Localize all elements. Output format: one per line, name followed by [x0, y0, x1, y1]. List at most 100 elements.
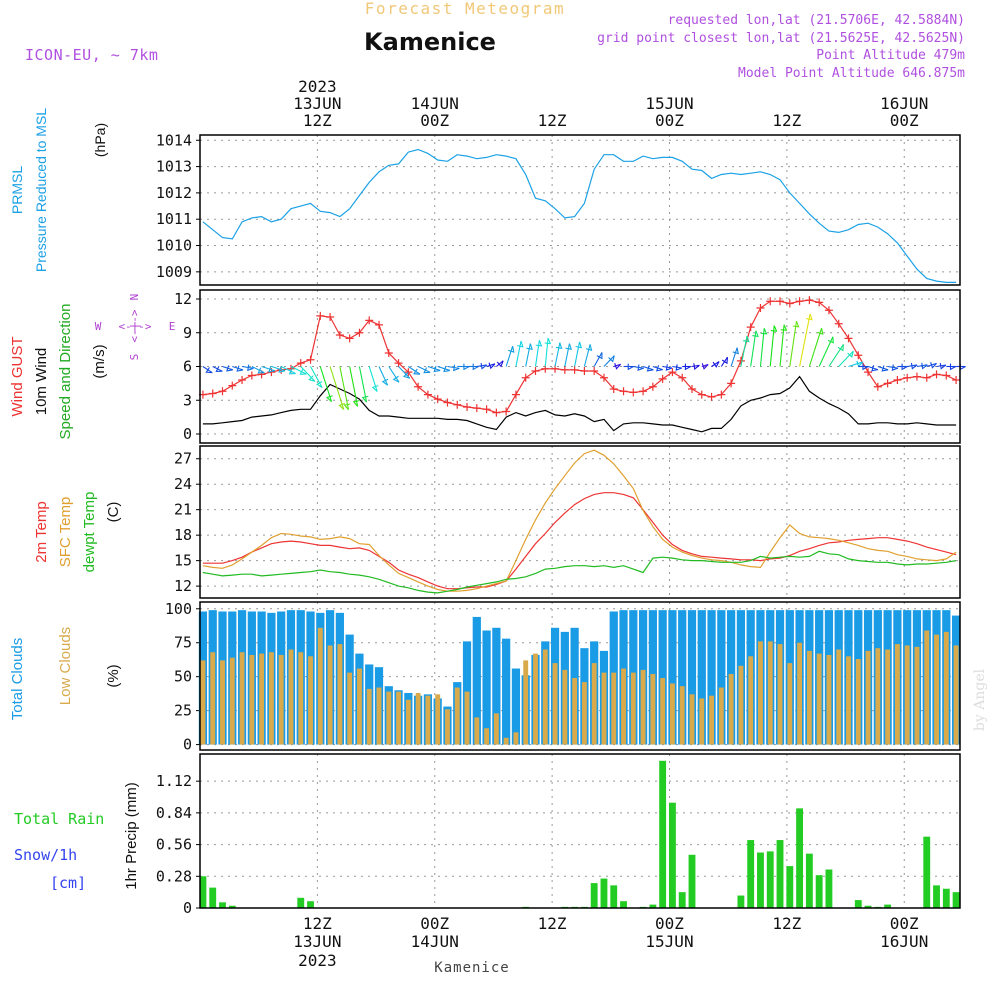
total-cloud-bar — [482, 630, 491, 745]
y-tick-label: 50 — [174, 668, 192, 686]
total-cloud-bar — [678, 610, 687, 745]
y-tick-label: 0.84 — [156, 804, 192, 822]
wind-line — [202, 375, 957, 433]
precip-label-snow: Snow/1h — [14, 846, 77, 864]
low-cloud-bar — [650, 673, 656, 745]
top-axis-hour: 12Z — [303, 111, 332, 130]
low-cloud-bar — [669, 683, 675, 745]
t2m-line — [202, 492, 957, 590]
gust-marker — [560, 365, 569, 374]
gust-marker — [942, 371, 951, 380]
y-tick-label: 1010 — [156, 237, 192, 255]
wind-direction-arrow — [848, 361, 863, 368]
wind-arrow-head — [827, 336, 834, 344]
precip-bar — [209, 887, 217, 908]
wind-arrow-head — [665, 364, 673, 371]
wind-arrow-head — [901, 363, 908, 371]
wind-arrow-head — [308, 375, 316, 382]
precip-bar — [796, 808, 804, 908]
wind-arrow-head — [526, 343, 533, 351]
wind-direction-arrow — [574, 341, 581, 367]
y-tick-label: 0.56 — [156, 836, 192, 854]
wind-arrow-head — [770, 325, 778, 332]
gust-marker — [952, 376, 961, 384]
y-tick-label: 1009 — [156, 263, 192, 281]
precip-bar — [757, 852, 764, 908]
gust-marker — [521, 373, 530, 382]
compass-s: S — [128, 354, 141, 361]
precip-bar — [678, 892, 686, 908]
bottom-axis-hour: 12Z — [303, 914, 332, 933]
gust-marker — [453, 400, 462, 409]
wind-direction-arrow — [437, 365, 451, 371]
y-tick-label: 18 — [174, 526, 192, 544]
gust-marker — [208, 389, 217, 398]
wind-direction-arrow — [789, 321, 798, 367]
gust-marker — [316, 311, 325, 320]
low-cloud-bar — [679, 686, 685, 745]
low-cloud-bar — [278, 654, 284, 745]
wind-arrow-head — [268, 366, 275, 373]
low-cloud-bar — [758, 641, 763, 745]
cloud-label-total: Total Clouds — [9, 638, 26, 721]
low-cloud-bar — [767, 641, 773, 745]
precip-bar — [669, 802, 676, 908]
precip-unit: 1hr Precip (mm) — [123, 782, 140, 890]
wind-direction-arrow — [691, 364, 700, 368]
wind-direction-arrow — [447, 365, 460, 369]
wind-direction-arrow — [251, 366, 265, 374]
wind-direction-arrow — [310, 366, 323, 388]
wind-arrow-head — [517, 340, 524, 348]
low-cloud-bar — [806, 650, 812, 745]
wind-arrow-head — [423, 367, 431, 374]
wind-compass: N S W E <-|-><-|-> — [95, 294, 176, 361]
precip-bar — [747, 840, 755, 908]
wind-label-10m: 10m Wind — [33, 348, 50, 416]
wind-arrow-head — [627, 363, 634, 371]
y-tick-label: 12 — [174, 577, 192, 595]
precip-bar — [815, 875, 823, 908]
wind-arrow-head — [596, 352, 603, 360]
y-tick-label: 0 — [183, 899, 192, 917]
wind-arrow-head — [575, 341, 583, 349]
gust-marker — [697, 390, 706, 399]
low-cloud-bar — [836, 649, 842, 745]
gust-marker — [335, 331, 344, 339]
gust-marker — [599, 373, 608, 382]
wind-direction-arrow — [534, 340, 540, 367]
gust-marker — [648, 382, 657, 391]
y-tick-label: 21 — [174, 501, 192, 519]
total-cloud-bar — [697, 610, 706, 745]
wind-arrow-head — [463, 363, 470, 371]
low-cloud-bar — [552, 663, 558, 745]
wind-direction-arrow — [583, 344, 591, 367]
wind-arrow-head — [684, 363, 691, 371]
precip-bar — [659, 760, 667, 908]
gust-marker — [766, 297, 775, 306]
wind-direction-arrow — [808, 328, 823, 367]
low-cloud-bar — [366, 688, 372, 745]
model-label: ICON-EU, ~ 7km — [25, 46, 158, 64]
wind-direction-arrow — [349, 366, 359, 407]
wind-arrow-head — [326, 395, 333, 403]
low-cloud-bar — [846, 656, 851, 745]
wind-direction-arrow — [515, 340, 522, 367]
point-altitude: Point Altitude 479m — [816, 48, 965, 63]
low-cloud-bar — [454, 687, 460, 745]
wind-direction-arrow — [769, 325, 775, 367]
gust-marker — [423, 390, 432, 399]
wind-arrow-head — [402, 372, 410, 379]
precip-frame — [199, 753, 961, 909]
wind-arrow-head — [278, 366, 286, 373]
low-cloud-bar — [885, 649, 891, 745]
precip-label-rain: Total Rain — [14, 810, 104, 828]
low-cloud-bar — [474, 717, 480, 745]
tsfc-line — [202, 449, 957, 592]
wind-arrow-head — [381, 378, 389, 386]
low-cloud-bar — [542, 649, 548, 745]
wind-arrow-head — [496, 360, 504, 368]
wind-direction-arrow — [486, 363, 496, 368]
low-cloud-bar — [934, 634, 939, 745]
low-cloud-bar — [298, 652, 304, 745]
wind-arrow-head — [488, 362, 496, 370]
